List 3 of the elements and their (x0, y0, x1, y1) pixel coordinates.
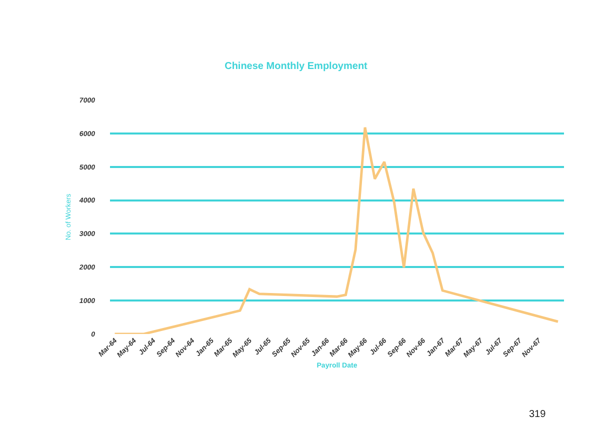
chart-title: Chinese Monthly Employment (224, 61, 368, 72)
text: 319 (529, 409, 546, 420)
line-series (114, 126, 560, 334)
